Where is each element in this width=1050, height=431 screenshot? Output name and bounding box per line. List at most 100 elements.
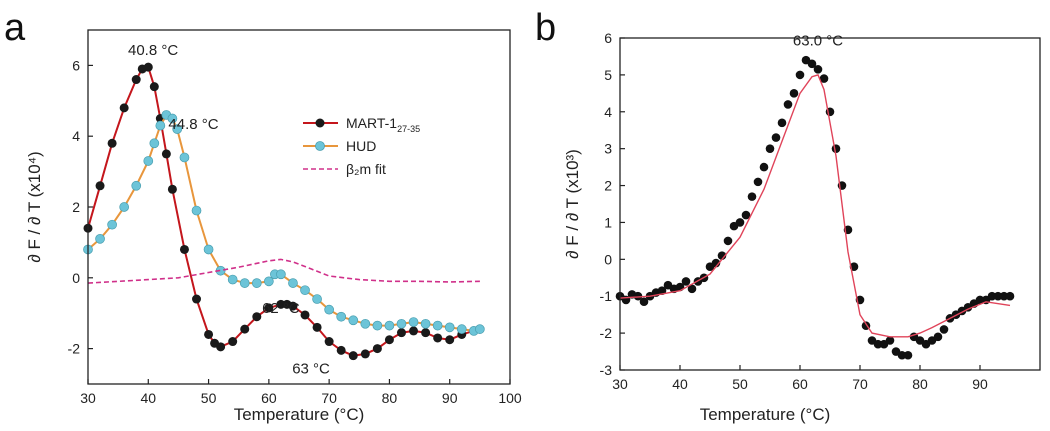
data-point xyxy=(753,177,763,187)
data-point xyxy=(420,318,431,329)
y-tick-label: 2 xyxy=(72,199,80,215)
data-point xyxy=(433,333,443,343)
data-point xyxy=(993,291,1003,301)
data-point xyxy=(239,278,250,288)
data-point xyxy=(396,318,407,329)
legend-b2m-label: β₂m fit xyxy=(346,161,386,177)
x-tick-label: 60 xyxy=(792,376,808,392)
data-point xyxy=(240,324,250,334)
data-point xyxy=(903,350,913,360)
data-point xyxy=(657,286,667,295)
legend-mart1-label: MART-127-35 xyxy=(346,115,420,134)
data-point xyxy=(360,349,370,359)
y-tick-label: -1 xyxy=(600,288,613,304)
peak-annotation-44-8: 44.8 °C xyxy=(168,116,218,133)
data-point xyxy=(831,144,841,153)
data-point xyxy=(155,120,166,131)
data-point xyxy=(897,350,907,360)
y-tick-label: 3 xyxy=(604,141,612,157)
y-tick-label: -2 xyxy=(600,325,613,341)
data-point xyxy=(143,62,153,72)
x-tick-label: 50 xyxy=(732,376,748,392)
x-tick-label: 30 xyxy=(80,390,96,406)
series-fit-line xyxy=(619,74,1011,338)
data-point xyxy=(987,291,997,301)
data-point xyxy=(149,82,159,92)
data-point xyxy=(765,144,775,153)
data-point xyxy=(179,152,190,163)
panel-a-x-axis-label: Temperature (°C) xyxy=(234,405,365,424)
y-tick-label: 6 xyxy=(604,30,612,46)
data-point xyxy=(264,276,274,287)
legend-hud-marker xyxy=(315,141,325,151)
series-line-1 xyxy=(87,114,481,332)
data-point xyxy=(633,291,643,301)
y-tick-label: 1 xyxy=(604,214,612,230)
data-point xyxy=(777,118,787,128)
data-point xyxy=(975,295,985,305)
peak-annotation-63-0: 63.0 °C xyxy=(793,32,843,49)
data-point xyxy=(204,329,214,339)
data-point xyxy=(228,337,238,347)
data-point xyxy=(795,70,805,80)
data-point xyxy=(372,344,382,354)
panel-a-frame xyxy=(87,29,511,385)
data-point xyxy=(312,322,322,332)
y-tick-label: -3 xyxy=(600,362,613,378)
data-point xyxy=(264,303,274,313)
y-tick-label: 4 xyxy=(72,128,80,144)
panel-b-plot-area xyxy=(615,55,1015,360)
data-point xyxy=(119,202,130,212)
data-point xyxy=(735,218,745,227)
data-point xyxy=(408,317,419,327)
data-point xyxy=(360,318,371,329)
panel-a-y-axis-label: ∂ F / ∂ T (x10⁴) xyxy=(25,151,44,262)
x-tick-label: 80 xyxy=(382,390,398,406)
data-point xyxy=(161,149,171,159)
data-point xyxy=(723,236,733,246)
data-point xyxy=(409,326,419,336)
data-point xyxy=(252,312,262,322)
x-tick-label: 30 xyxy=(612,376,628,392)
data-point xyxy=(336,311,347,322)
panel-a-plot-area xyxy=(83,62,485,361)
data-point xyxy=(312,294,322,304)
data-point xyxy=(384,335,394,345)
y-tick-label: 4 xyxy=(604,104,612,120)
data-point xyxy=(456,324,467,334)
data-point xyxy=(885,336,895,345)
data-point xyxy=(192,294,202,304)
data-point xyxy=(216,342,226,352)
panel-b-frame xyxy=(619,37,1041,371)
data-point xyxy=(276,269,286,280)
data-point xyxy=(384,320,395,331)
legend-mart1-marker xyxy=(315,118,325,128)
data-point xyxy=(813,65,823,74)
x-tick-label: 60 xyxy=(261,390,277,406)
data-point xyxy=(251,278,262,288)
data-point xyxy=(300,310,310,320)
data-point xyxy=(324,337,334,347)
data-point xyxy=(203,244,214,255)
x-tick-label: 40 xyxy=(672,376,688,392)
x-tick-label: 100 xyxy=(498,390,522,406)
data-point xyxy=(107,219,117,230)
data-point xyxy=(172,124,183,134)
panel-a-legend: MART-127-35 HUD β₂m fit xyxy=(303,115,420,177)
data-point xyxy=(348,351,358,361)
x-tick-label: 70 xyxy=(852,376,868,392)
panel-b-x-axis-label: Temperature (°C) xyxy=(700,405,831,424)
data-point xyxy=(639,297,649,307)
data-point xyxy=(444,322,455,333)
data-point xyxy=(119,103,129,113)
x-tick-label: 70 xyxy=(321,390,337,406)
data-point xyxy=(95,181,105,191)
data-point xyxy=(131,75,141,85)
data-point xyxy=(783,100,793,109)
data-point xyxy=(288,278,298,288)
data-point xyxy=(149,138,160,149)
data-point xyxy=(873,339,883,349)
y-tick-label: 0 xyxy=(72,270,80,286)
data-point xyxy=(933,332,943,342)
peak-annotation-40-8: 40.8 °C xyxy=(128,42,178,59)
